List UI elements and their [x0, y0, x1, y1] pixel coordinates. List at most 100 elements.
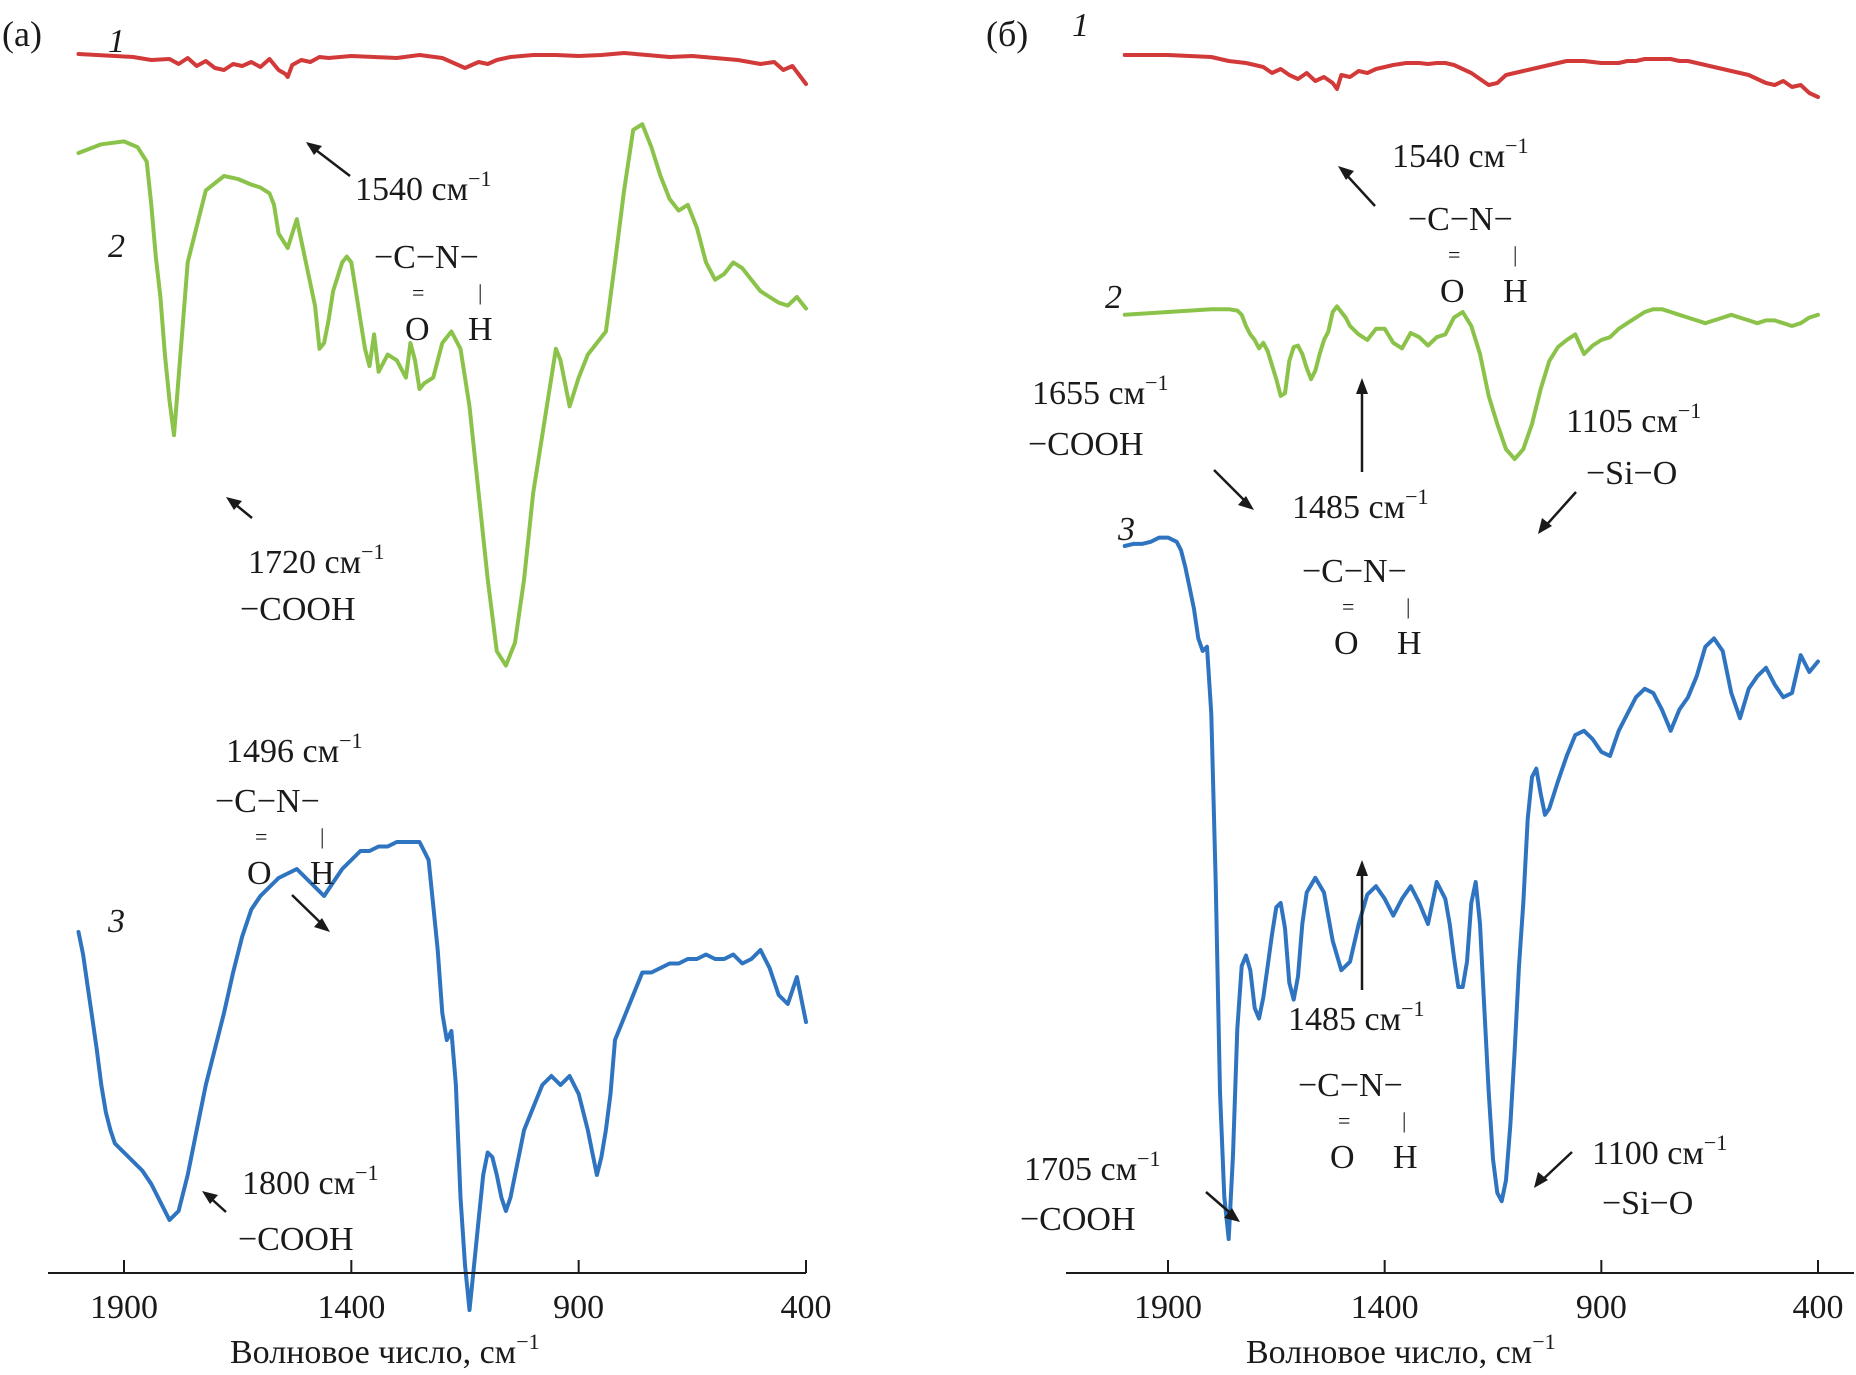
- panel-a-x-label: Волновое число, см−1: [230, 1329, 540, 1371]
- panel-a-1720-sup: −1: [361, 539, 384, 564]
- panel-a-1800-sup: −1: [355, 1160, 378, 1185]
- panel-b-formula-1-double-bond: =: [1448, 242, 1460, 267]
- panel-b-1705-group: −COOH: [1020, 1201, 1136, 1238]
- panel-b-annotation-1485-upper: 1485 см−1: [1292, 378, 1429, 526]
- panel-b-formula-3-top: −C−N−: [1298, 1067, 1403, 1104]
- panel-a-formula-2-double-bond: =: [255, 824, 267, 849]
- panel-b-formula-1-single-bond: |: [1513, 242, 1517, 267]
- panel-b-arrowhead-1105: [1538, 518, 1552, 534]
- panel-b-x-label: Волновое число, см−1: [1246, 1329, 1556, 1371]
- panel-a-annotation-1540: 1540 см−1: [306, 142, 492, 208]
- panel-a-arrowhead-1800: [202, 1191, 218, 1204]
- panel-a-formula-1-oxygen: O: [405, 311, 430, 348]
- panel-b-1705-sup: −1: [1137, 1146, 1160, 1171]
- panel-a-ticks: 1900 1400 900 400: [90, 1260, 832, 1326]
- panel-b-1540-sup: −1: [1505, 133, 1528, 158]
- panel-a-arrowhead-1720: [226, 497, 242, 510]
- panel-b-formula-3-single-bond: |: [1402, 1108, 1406, 1133]
- panel-b-1540-label: 1540 см: [1392, 138, 1505, 175]
- panel-a-curve-1-number: 1: [108, 23, 125, 60]
- panel-a-tick-label: 1900: [90, 1289, 158, 1326]
- panel-a-formula-1-top: −C−N−: [374, 239, 479, 276]
- panel-b-1485-lower-sup: −1: [1401, 996, 1424, 1021]
- panel-b-formula-2-top: −C−N−: [1302, 553, 1407, 590]
- panel-a-1720-group: −COOH: [240, 591, 356, 628]
- panel-b-amide-formula-1: −C−N− = | O H: [1408, 201, 1528, 310]
- panel-b-1100-sup: −1: [1704, 1130, 1727, 1155]
- panel-b-curve-3-number: 3: [1117, 511, 1135, 548]
- panel-b-annotation-1485-lower: 1485 см−1: [1288, 860, 1425, 1038]
- panel-a-annotation-1496-text: 1496 см−1: [226, 728, 363, 770]
- panel-b-formula-1-hydrogen: H: [1503, 273, 1528, 310]
- panel-a-formula-2-top: −C−N−: [215, 783, 320, 820]
- panel-a-annotation-1720-text: 1720 см−1: [248, 539, 385, 581]
- panel-b-1485-upper-label: 1485 см: [1292, 489, 1405, 526]
- panel-b-arrowhead-1485-upper: [1356, 378, 1368, 394]
- panel-b-series-3-line: [1122, 535, 1820, 1241]
- panel-b-arrowhead-1485-lower: [1356, 860, 1368, 876]
- panel-a: (а) 1 2 3 1900 1400 900 400 Волновое число,…: [2, 14, 832, 1371]
- panel-b-ticks: 1900 1400 900 400: [1134, 1260, 1844, 1326]
- panel-a-annotation-1800: 1800 см−1 −COOH: [202, 1160, 379, 1258]
- panel-a-label: (а): [2, 14, 42, 54]
- panel-b-curves: [1122, 53, 1820, 1241]
- panel-a-tick-label: 900: [553, 1289, 604, 1326]
- panel-a-1540-label: 1540 см: [355, 171, 468, 208]
- panel-a-curve-2-number: 2: [108, 228, 125, 265]
- panel-a-annotation-1540-text: 1540 см−1: [355, 166, 492, 208]
- panel-b-annotation-1655-text: 1655 см−1: [1032, 370, 1169, 412]
- panel-b-1485-upper-sup: −1: [1405, 484, 1428, 509]
- panel-a-x-label-sup: −1: [516, 1329, 539, 1354]
- panel-a-curve-3-number: 3: [107, 903, 125, 940]
- panel-b-formula-1-oxygen: O: [1440, 273, 1465, 310]
- panel-a-formula-2-single-bond: |: [320, 824, 324, 849]
- panel-b-formula-3-oxygen: O: [1330, 1139, 1355, 1176]
- panel-b-1655-label: 1655 см: [1032, 375, 1145, 412]
- panel-a-amide-formula-1: −C−N− = | O H: [374, 239, 493, 348]
- panel-b-1655-group: −COOH: [1028, 426, 1144, 463]
- panel-b: (б) 1 2 3 1900 1400 900 400 Волновое число,…: [986, 7, 1854, 1371]
- panel-a-series-1-line: [76, 51, 808, 86]
- panel-b-1655-sup: −1: [1145, 370, 1168, 395]
- panel-a-annotation-1720: 1720 см−1 −COOH: [226, 497, 385, 628]
- panel-b-annotation-1540-text: 1540 см−1: [1392, 133, 1529, 175]
- panel-b-1100-group: −Si−O: [1602, 1185, 1693, 1222]
- panel-b-formula-2-oxygen: O: [1334, 625, 1359, 662]
- panel-a-tick-label: 1400: [317, 1289, 385, 1326]
- panel-b-annotation-1100-text: 1100 см−1: [1592, 1130, 1727, 1172]
- panel-b-1100-label: 1100 см: [1592, 1135, 1704, 1172]
- panel-b-series-2-line: [1122, 304, 1820, 461]
- panel-b-annotation-1705-text: 1705 см−1: [1024, 1146, 1161, 1188]
- panel-b-label: (б): [986, 14, 1028, 54]
- panel-b-arrowhead-1655: [1238, 496, 1254, 510]
- panel-a-arrowhead-1540: [306, 142, 322, 155]
- panel-b-formula-2-single-bond: |: [1406, 594, 1410, 619]
- panel-a-curves: [76, 51, 808, 1312]
- panel-a-series-2-line: [76, 122, 808, 668]
- panel-b-tick-label: 1400: [1351, 1289, 1419, 1326]
- panel-a-1800-group: −COOH: [238, 1221, 354, 1258]
- panel-a-tick-label: 400: [781, 1289, 832, 1326]
- panel-b-x-label-text: Волновое число, см: [1246, 1334, 1532, 1371]
- panel-a-x-label-text: Волновое число, см: [230, 1334, 516, 1371]
- panel-a-annotation-1800-text: 1800 см−1: [242, 1160, 379, 1202]
- panel-b-x-label-sup: −1: [1532, 1329, 1555, 1354]
- panel-b-tick-label: 400: [1793, 1289, 1844, 1326]
- panel-b-1105-group: −Si−O: [1586, 455, 1677, 492]
- panel-a-formula-1-double-bond: =: [412, 280, 424, 305]
- panel-a-1540-sup: −1: [468, 166, 491, 191]
- panel-a-annotation-1496: 1496 см−1: [226, 728, 363, 770]
- panel-b-annotation-1485-upper-text: 1485 см−1: [1292, 484, 1429, 526]
- panel-b-arrowhead-1540: [1338, 166, 1354, 180]
- panel-a-formula-2-oxygen: O: [247, 855, 272, 892]
- panel-b-1105-sup: −1: [1678, 398, 1701, 423]
- panel-b-tick-label: 900: [1576, 1289, 1627, 1326]
- panel-b-annotation-1705: 1705 см−1 −COOH: [1020, 1146, 1240, 1238]
- panel-a-1720-label: 1720 см: [248, 544, 361, 581]
- panel-b-formula-3-hydrogen: H: [1393, 1139, 1418, 1176]
- panel-b-arrowhead-1100: [1534, 1172, 1548, 1188]
- panel-b-1705-label: 1705 см: [1024, 1151, 1137, 1188]
- panel-a-1800-label: 1800 см: [242, 1165, 355, 1202]
- panel-b-curve-1-number: 1: [1072, 7, 1089, 44]
